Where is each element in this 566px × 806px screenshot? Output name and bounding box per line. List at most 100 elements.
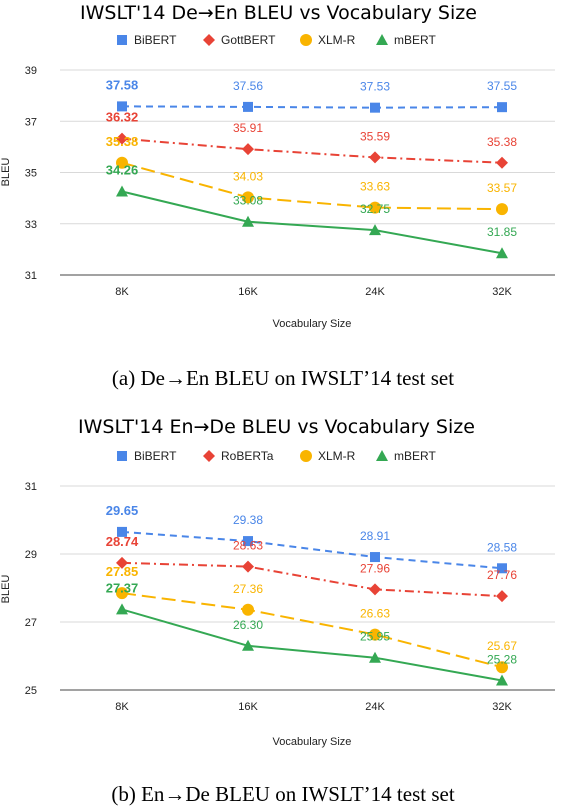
chart-de-en-xtick-label: 8K bbox=[115, 286, 129, 298]
chart-de-en-ytick-label: 33 bbox=[25, 219, 37, 231]
chart-en-de-legend-label: RoBERTa bbox=[221, 449, 274, 463]
chart-en-de-legend-triangle-icon bbox=[376, 450, 388, 461]
chart-en-de-data-point bbox=[117, 526, 127, 537]
chart-de-en-ytick-label: 39 bbox=[25, 65, 37, 77]
chart-de-en-data-label: 33.57 bbox=[487, 181, 517, 195]
chart-de-en-xtick-label: 24K bbox=[365, 286, 385, 298]
chart-en-de-data-point bbox=[496, 674, 508, 686]
chart-de-en-legend-label: XLM-R bbox=[318, 33, 356, 47]
chart-en-de-data-point bbox=[370, 552, 380, 563]
chart-en-de-data-label: 27.37 bbox=[106, 580, 139, 595]
chart-en-de-data-label: 28.91 bbox=[360, 529, 390, 543]
chart-de-en-ytick-label: 31 bbox=[25, 270, 37, 282]
chart-en-de-xtick-label: 32K bbox=[492, 701, 512, 713]
chart-de-en-data-point bbox=[242, 215, 254, 227]
chart-en-de-xtick-label: 24K bbox=[365, 701, 385, 713]
chart-de-en-data-label: 33.63 bbox=[360, 180, 390, 194]
chart-de-en-legend-triangle-icon bbox=[376, 34, 388, 45]
chart-de-en-data-point bbox=[242, 143, 254, 156]
chart-de-en-data-label: 35.38 bbox=[487, 135, 517, 149]
chart-de-en-plot: 31 33 35 37 39 8K 16K 24K 32K BiBERT GottBERT XLM-R… bbox=[25, 33, 555, 298]
chart-de-en-data-point bbox=[117, 101, 127, 112]
chart-en-de-data-label: 28.74 bbox=[106, 534, 139, 549]
chart-de-en-data-label: 32.75 bbox=[360, 202, 390, 216]
chart-de-en-data-label: 37.53 bbox=[360, 80, 390, 94]
chart-en-de-data-label: 26.30 bbox=[233, 618, 263, 632]
chart-en-de-ytick-label: 31 bbox=[25, 481, 37, 493]
chart-en-de-data-point bbox=[369, 651, 381, 663]
chart-de-en-ylabel: BLEU bbox=[0, 158, 12, 187]
chart-en-de-ytick-label: 27 bbox=[25, 617, 37, 629]
chart-de-en-series-line-xlm-r bbox=[121, 161, 503, 211]
chart-de-en-legend-circle-icon bbox=[300, 34, 312, 46]
chart-de-en-data-point bbox=[242, 191, 254, 204]
chart-de-en-data-point bbox=[243, 101, 253, 112]
chart-en-de-data-point bbox=[242, 560, 254, 573]
chart-en-de-ytick-label: 25 bbox=[25, 685, 37, 697]
chart-de-en-data-point bbox=[369, 151, 381, 164]
chart-de-en-series-line-mbert bbox=[121, 190, 503, 255]
chart-de-en-series-line-gottbert bbox=[121, 137, 503, 164]
chart-de-en: IWSLT'14 De→En BLEU vs Vocabulary Size B… bbox=[0, 2, 555, 390]
chart-en-de-legend-diamond-icon bbox=[203, 450, 215, 462]
chart-en-de-data-label: 28.63 bbox=[233, 539, 263, 553]
chart-en-de-data-point bbox=[116, 587, 128, 600]
chart-en-de-data-label: 27.85 bbox=[106, 564, 139, 579]
chart-en-de-data-label: 26.63 bbox=[360, 607, 390, 621]
chart-de-en-data-label: 34.26 bbox=[106, 162, 139, 177]
chart-de-en-legend-diamond-icon bbox=[203, 34, 215, 46]
chart-en-de-data-point bbox=[116, 556, 128, 569]
chart-en-de: IWSLT'14 En→De BLEU vs Vocabulary Size B… bbox=[0, 416, 555, 806]
chart-de-en-ytick-label: 37 bbox=[25, 116, 37, 128]
chart-en-de-data-label: 27.96 bbox=[360, 561, 390, 575]
chart-de-en-data-point bbox=[496, 156, 508, 169]
chart-en-de-title: IWSLT'14 En→De BLEU vs Vocabulary Size bbox=[78, 416, 475, 438]
chart-en-de-ylabel: BLEU bbox=[0, 575, 12, 604]
chart-de-en-data-point bbox=[496, 247, 508, 259]
chart-en-de-legend-label: BiBERT bbox=[134, 449, 177, 463]
chart-de-en-data-label: 31.85 bbox=[487, 225, 517, 239]
chart-en-de-data-label: 25.95 bbox=[360, 630, 390, 644]
chart-en-de-data-point bbox=[243, 536, 253, 547]
chart-en-de-xtick-label: 16K bbox=[238, 701, 258, 713]
chart-en-de-data-point bbox=[369, 583, 381, 596]
chart-de-en-data-label: 37.55 bbox=[487, 79, 517, 93]
chart-en-de-legend-square-icon bbox=[117, 451, 127, 461]
chart-en-de-series-line-bibert bbox=[121, 530, 503, 570]
chart-de-en-data-point bbox=[369, 224, 381, 236]
chart-en-de-data-point bbox=[242, 603, 254, 616]
chart-en-de-data-point bbox=[496, 661, 508, 674]
chart-de-en-ytick-label: 35 bbox=[25, 168, 37, 180]
chart-en-de-data-label: 27.76 bbox=[487, 568, 517, 582]
chart-en-de-data-label: 29.38 bbox=[233, 513, 263, 527]
chart-de-en-data-label: 35.38 bbox=[106, 134, 139, 149]
chart-en-de-caption: (b) En→De BLEU on IWSLT’14 test set bbox=[111, 782, 454, 806]
chart-en-de-data-label: 25.67 bbox=[487, 639, 517, 653]
chart-en-de-legend-circle-icon bbox=[300, 450, 312, 462]
chart-de-en-data-label: 36.32 bbox=[106, 110, 139, 125]
chart-de-en-xtick-label: 16K bbox=[238, 286, 258, 298]
chart-en-de-series-line-mbert bbox=[121, 608, 503, 682]
chart-de-en-data-point bbox=[369, 201, 381, 214]
chart-en-de-plot: 25 27 29 31 8K 16K 24K 32K BiBERT RoBERTa XLM-R mBE… bbox=[25, 449, 555, 713]
chart-de-en-data-point bbox=[496, 203, 508, 216]
chart-de-en-legend-label: mBERT bbox=[394, 33, 436, 47]
chart-de-en-data-point bbox=[497, 102, 507, 113]
chart-de-en-legend-square-icon bbox=[117, 35, 127, 45]
chart-de-en-data-label: 35.59 bbox=[360, 129, 390, 143]
chart-de-en-data-label: 33.08 bbox=[233, 194, 263, 208]
chart-de-en-legend-label: GottBERT bbox=[221, 33, 276, 47]
chart-en-de-data-label: 25.28 bbox=[487, 652, 517, 666]
chart-en-de-data-point bbox=[116, 603, 128, 615]
chart-en-de-data-point bbox=[496, 590, 508, 603]
chart-en-de-data-point bbox=[497, 563, 507, 574]
chart-de-en-data-label: 35.91 bbox=[233, 121, 263, 135]
chart-en-de-series-line-roberta bbox=[121, 561, 503, 598]
chart-de-en-xlabel: Vocabulary Size bbox=[273, 318, 352, 330]
chart-de-en-data-point bbox=[116, 156, 128, 169]
chart-de-en-data-label: 37.56 bbox=[233, 79, 263, 93]
chart-en-de-ytick-label: 29 bbox=[25, 549, 37, 561]
chart-en-de-data-label: 28.58 bbox=[487, 540, 517, 554]
chart-de-en-data-label: 37.58 bbox=[106, 77, 139, 92]
chart-de-en-data-point bbox=[116, 185, 128, 197]
